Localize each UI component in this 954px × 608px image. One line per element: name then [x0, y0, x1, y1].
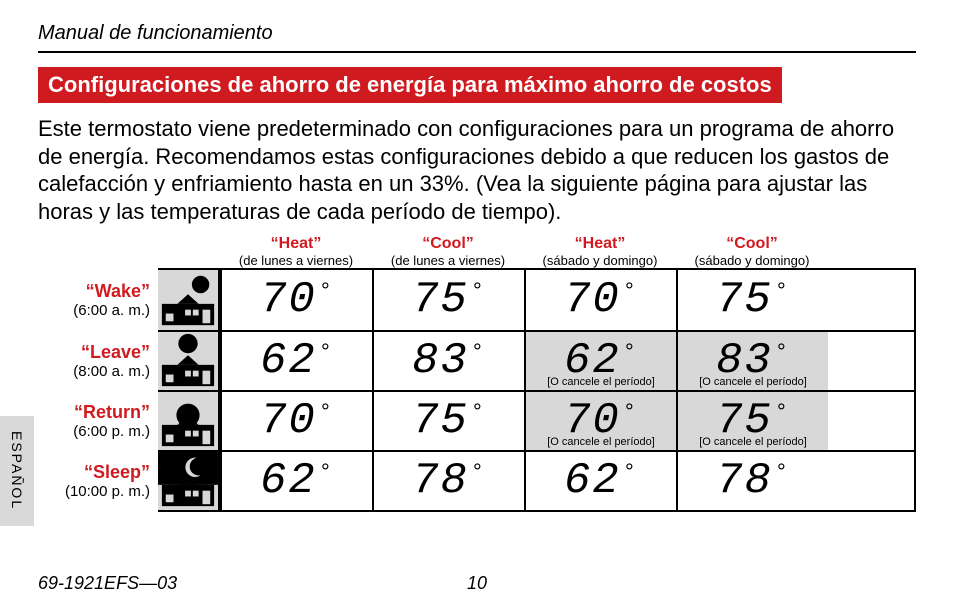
temperature-cell: 75°	[676, 270, 828, 330]
period-icon	[158, 452, 220, 510]
temperature-cell: 62°[O cancele el período]	[524, 332, 676, 390]
temperature-cell: 83°	[372, 332, 524, 390]
col-header: “Heat”(de lunes a viernes)	[220, 235, 372, 268]
row-label: “Wake”(6:00 a. m.)	[8, 270, 158, 330]
temperature-cell: 70°[O cancele el período]	[524, 392, 676, 450]
temperature-cell: 62°	[220, 452, 372, 510]
intro-paragraph: Este termostato viene predeterminado con…	[38, 115, 916, 225]
temperature-cell: 83°[O cancele el período]	[676, 332, 828, 390]
period-icon	[158, 332, 220, 390]
temperature-cell: 78°	[676, 452, 828, 510]
language-tab: ESPAÑOL	[0, 416, 34, 526]
section-banner: Configuraciones de ahorro de energía par…	[38, 67, 782, 103]
cancel-note: [O cancele el período]	[526, 376, 676, 388]
manual-title: Manual de funcionamiento	[38, 22, 916, 53]
col-header: “Heat”(sábado y domingo)	[524, 235, 676, 268]
temperature-cell: 75°[O cancele el período]	[676, 392, 828, 450]
cancel-note: [O cancele el período]	[678, 436, 828, 448]
doc-number: 69-1921EFS—03	[38, 573, 177, 594]
temperature-cell: 70°	[220, 270, 372, 330]
col-header: “Cool”(de lunes a viernes)	[372, 235, 524, 268]
temperature-cell: 78°	[372, 452, 524, 510]
temperature-cell: 75°	[372, 270, 524, 330]
period-icon	[158, 392, 220, 450]
table-row: “Leave”(8:00 a. m.)62°83°62°[O cancele e…	[160, 330, 914, 390]
col-header: “Cool”(sábado y domingo)	[676, 235, 828, 268]
temperature-cell: 62°	[524, 452, 676, 510]
page-number: 10	[467, 573, 487, 594]
table-row: “Return”(6:00 p. m.)70°75°70°[O cancele …	[160, 390, 914, 450]
schedule-table: “Heat”(de lunes a viernes) “Cool”(de lun…	[158, 235, 916, 512]
temperature-cell: 75°	[372, 392, 524, 450]
temperature-cell: 70°	[524, 270, 676, 330]
cancel-note: [O cancele el período]	[526, 436, 676, 448]
period-icon	[158, 270, 220, 330]
table-row: “Sleep”(10:00 p. m.)62°78°62°78°	[160, 450, 914, 510]
column-headers: “Heat”(de lunes a viernes) “Cool”(de lun…	[158, 235, 916, 268]
row-label: “Leave”(8:00 a. m.)	[8, 332, 158, 390]
cancel-note: [O cancele el período]	[678, 376, 828, 388]
temperature-cell: 62°	[220, 332, 372, 390]
page-footer: 69-1921EFS—03 10	[38, 573, 916, 594]
table-row: “Wake”(6:00 a. m.)70°75°70°75°	[160, 270, 914, 330]
temperature-cell: 70°	[220, 392, 372, 450]
